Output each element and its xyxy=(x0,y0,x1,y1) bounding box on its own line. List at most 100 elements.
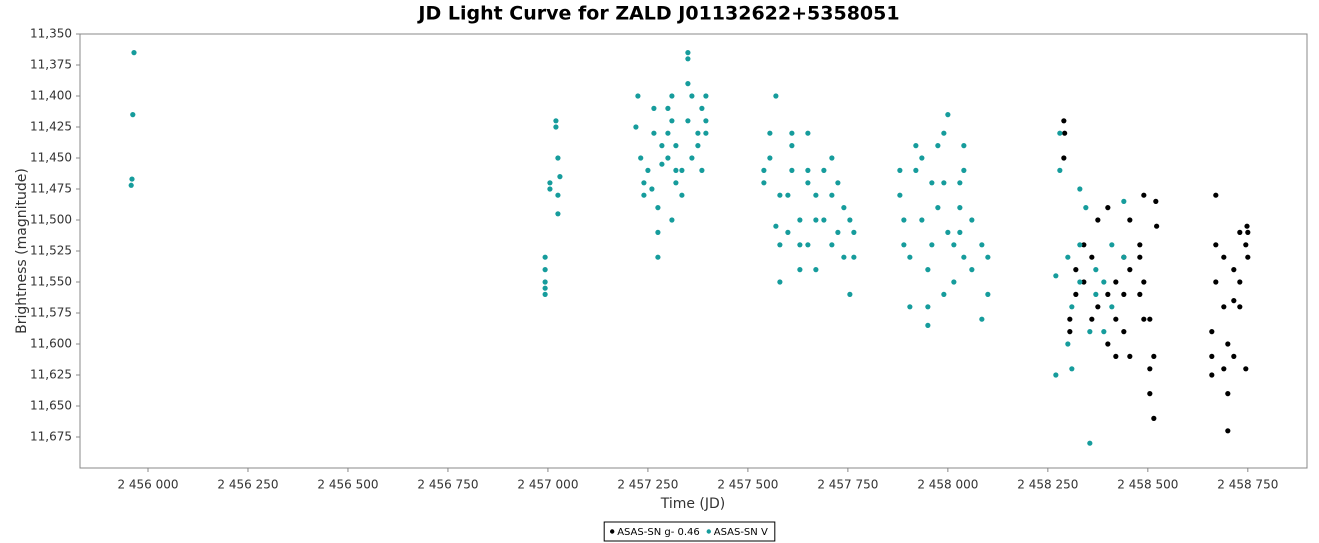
data-point xyxy=(665,155,671,161)
data-point xyxy=(773,223,779,229)
data-point xyxy=(957,229,963,235)
data-point xyxy=(673,180,679,186)
y-tick-label: 11,500 xyxy=(30,213,72,227)
data-point xyxy=(649,186,655,192)
data-point xyxy=(925,267,931,273)
data-point xyxy=(951,279,957,285)
data-point xyxy=(841,254,847,260)
data-point xyxy=(929,180,935,186)
data-point xyxy=(542,291,548,297)
data-point xyxy=(907,304,913,310)
data-point xyxy=(951,242,957,248)
data-point xyxy=(805,130,811,136)
data-point xyxy=(941,291,947,297)
data-point xyxy=(1073,267,1079,273)
data-point xyxy=(829,242,835,248)
data-point xyxy=(1221,304,1227,310)
data-point xyxy=(1141,316,1147,322)
x-tick-label: 2 456 500 xyxy=(317,478,378,492)
data-point xyxy=(851,254,857,260)
data-point xyxy=(679,192,685,198)
data-point xyxy=(1121,329,1127,335)
data-point xyxy=(925,304,931,310)
data-point xyxy=(1053,273,1059,279)
data-point xyxy=(829,155,835,161)
data-point xyxy=(979,316,985,322)
data-point xyxy=(777,279,783,285)
data-point xyxy=(805,167,811,173)
data-point xyxy=(1245,229,1251,235)
data-point xyxy=(1067,316,1073,322)
data-point xyxy=(957,180,963,186)
data-point xyxy=(659,161,665,167)
data-point xyxy=(1061,155,1067,161)
data-point xyxy=(1245,254,1251,260)
data-point xyxy=(673,167,679,173)
y-tick-label: 11,475 xyxy=(30,182,72,196)
data-point xyxy=(1225,428,1231,434)
data-point xyxy=(1127,217,1133,223)
data-point xyxy=(821,217,827,223)
x-axis-label: Time (JD) xyxy=(660,496,726,512)
data-point xyxy=(1113,353,1119,359)
data-point xyxy=(669,118,675,124)
data-point xyxy=(785,192,791,198)
x-tick-label: 2 457 000 xyxy=(517,478,578,492)
data-point xyxy=(805,180,811,186)
data-point xyxy=(685,81,691,87)
data-point xyxy=(945,112,951,118)
legend-marker xyxy=(706,529,711,534)
data-point xyxy=(1147,316,1153,322)
data-point xyxy=(1113,316,1119,322)
data-point xyxy=(1225,391,1231,397)
data-point xyxy=(813,217,819,223)
data-point xyxy=(699,167,705,173)
data-point xyxy=(901,242,907,248)
data-point xyxy=(1231,298,1237,304)
data-point xyxy=(913,143,919,149)
data-point xyxy=(679,167,685,173)
data-point xyxy=(897,192,903,198)
data-point xyxy=(821,167,827,173)
data-point xyxy=(1065,341,1071,347)
data-point xyxy=(542,285,548,291)
data-point xyxy=(542,254,548,260)
data-point xyxy=(131,50,137,56)
data-point xyxy=(1081,279,1087,285)
data-point xyxy=(979,242,985,248)
data-point xyxy=(969,267,975,273)
data-point xyxy=(1153,198,1159,204)
data-point xyxy=(1127,353,1133,359)
data-point xyxy=(1221,254,1227,260)
data-point xyxy=(1069,366,1075,372)
data-point xyxy=(699,105,705,111)
data-point xyxy=(797,217,803,223)
data-point xyxy=(1113,279,1119,285)
data-point xyxy=(695,130,701,136)
y-tick-label: 11,625 xyxy=(30,368,72,382)
data-point xyxy=(1237,304,1243,310)
data-point xyxy=(1095,217,1101,223)
x-tick-label: 2 457 750 xyxy=(817,478,878,492)
data-point xyxy=(941,180,947,186)
data-point xyxy=(1209,353,1215,359)
data-point xyxy=(1062,130,1068,136)
data-point xyxy=(1154,223,1160,229)
data-point xyxy=(797,242,803,248)
data-point xyxy=(1209,329,1215,335)
data-point xyxy=(1087,329,1093,335)
data-point xyxy=(542,279,548,285)
data-point xyxy=(797,267,803,273)
data-point xyxy=(789,167,795,173)
data-point xyxy=(695,143,701,149)
data-point xyxy=(689,93,695,99)
data-point xyxy=(555,192,561,198)
data-point xyxy=(1237,279,1243,285)
data-point xyxy=(777,192,783,198)
data-point xyxy=(1151,353,1157,359)
data-point xyxy=(835,180,841,186)
data-point xyxy=(1089,254,1095,260)
data-point xyxy=(1061,118,1067,124)
data-point xyxy=(1093,267,1099,273)
